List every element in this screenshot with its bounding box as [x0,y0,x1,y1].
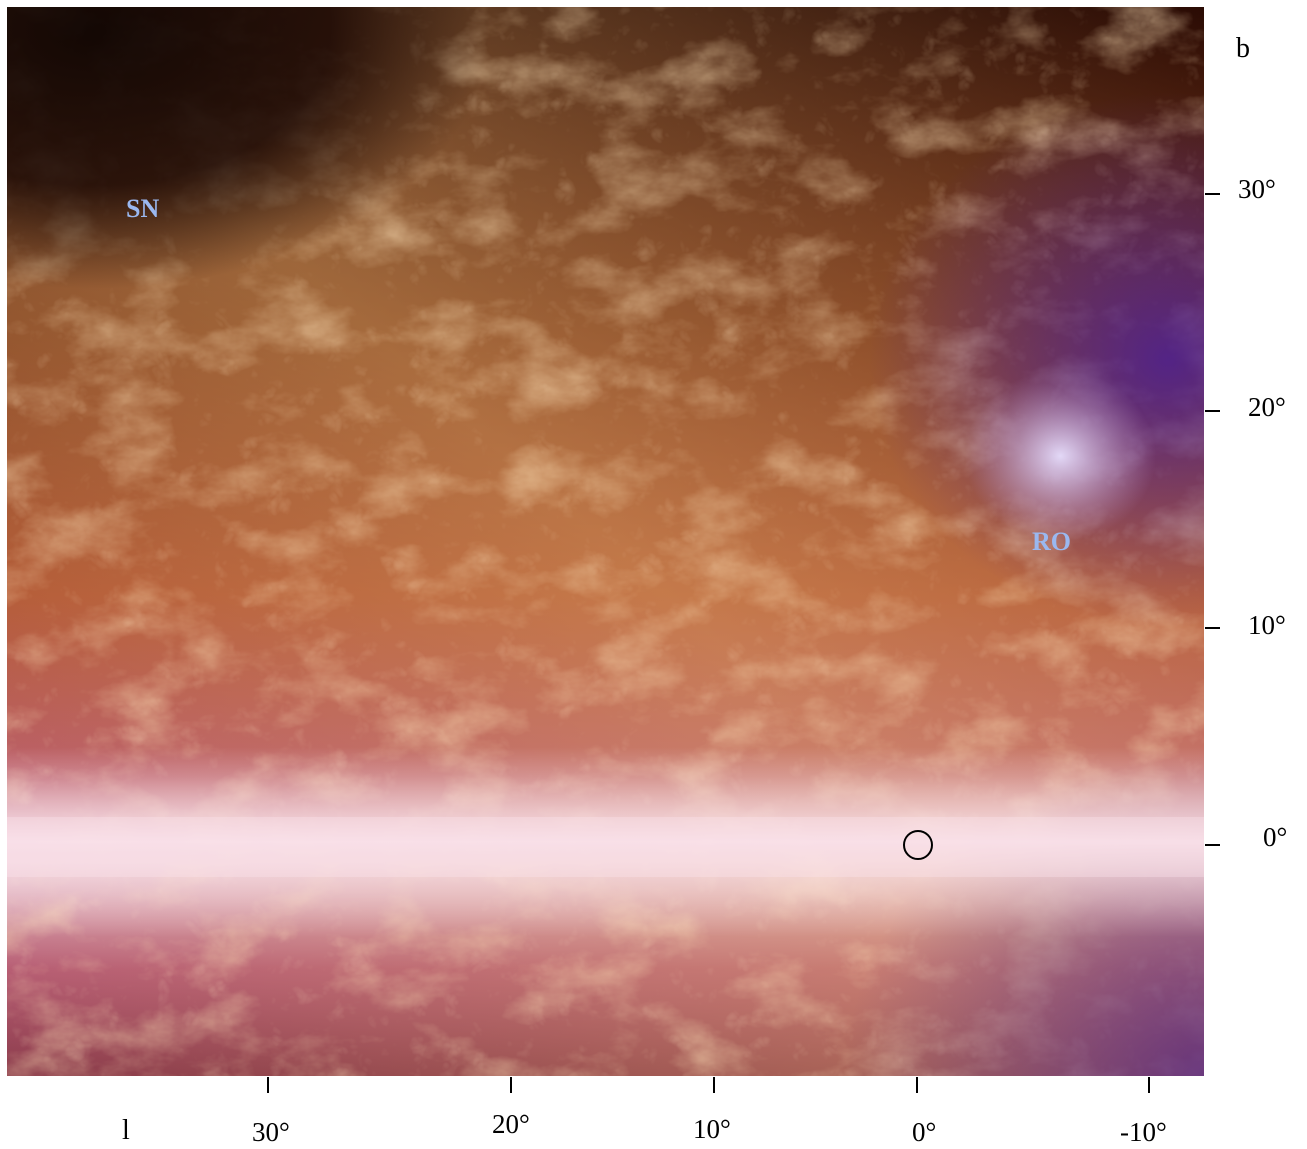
dust-emission-image [7,7,1204,1076]
x-tick-mark [510,1077,512,1093]
x-axis-title: l [122,1115,130,1146]
x-tick-label: 30° [252,1117,290,1147]
sky-canvas [7,7,1204,1076]
y-tick-label: 30° [1238,174,1276,204]
x-tick-mark [267,1077,269,1093]
sn-region-label: SN [126,194,160,223]
y-tick-label: 0° [1263,822,1288,852]
y-tick-mark [1205,193,1220,195]
y-tick-mark [1205,844,1220,846]
y-axis-title: b [1236,33,1250,64]
y-tick-label: 10° [1248,610,1286,640]
x-tick-label: 20° [492,1109,530,1139]
y-tick-mark [1205,410,1220,412]
y-tick-label: 20° [1248,392,1286,422]
x-tick-label: 10° [693,1114,731,1144]
galactic-center-circle-icon [903,830,933,860]
x-tick-label: 0° [912,1117,937,1147]
y-tick-mark [1205,627,1220,629]
x-tick-mark [713,1077,715,1093]
ro-region-label: RO [1032,527,1071,556]
x-tick-mark [916,1077,918,1093]
x-tick-label: -10° [1120,1117,1167,1147]
x-tick-mark [1148,1077,1150,1093]
